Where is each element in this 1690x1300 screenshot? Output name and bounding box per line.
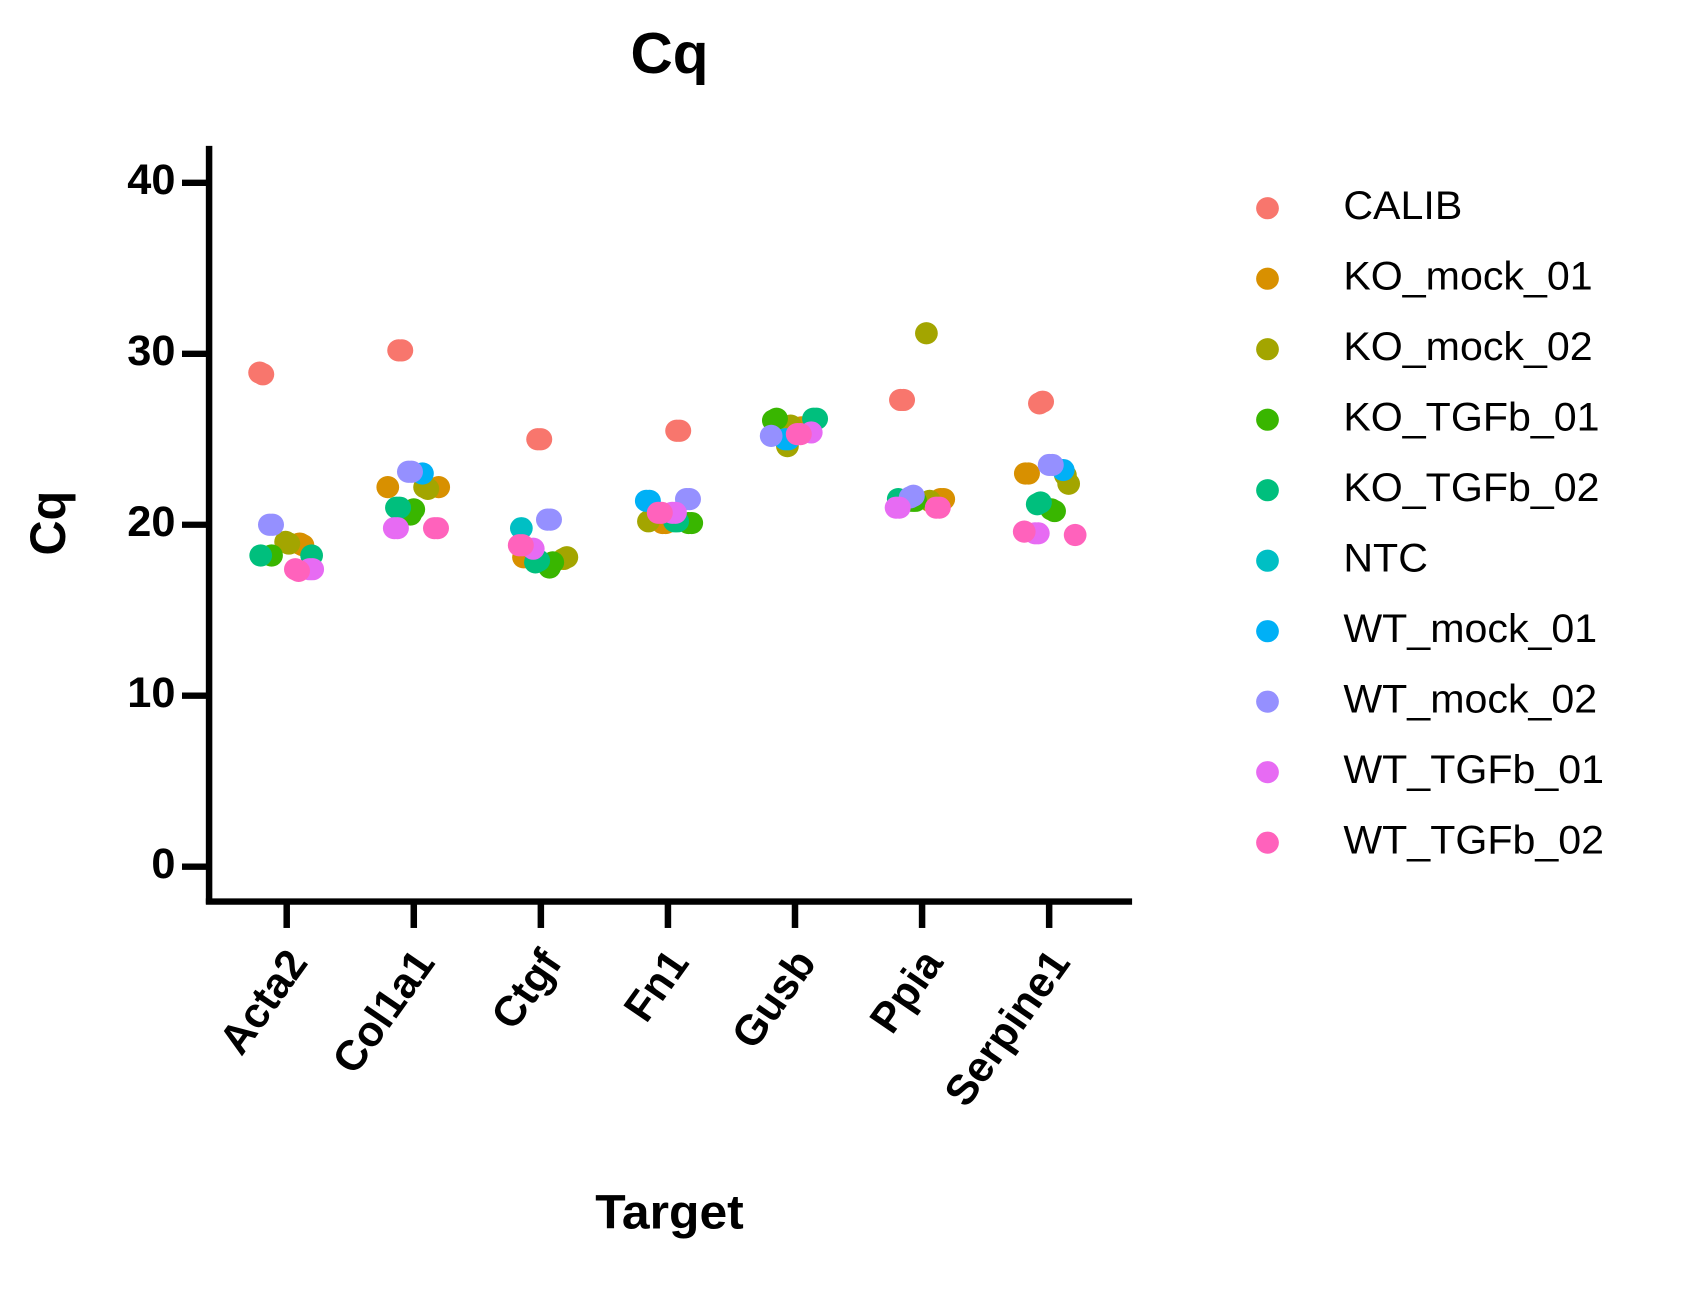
- y-tick-label: 0: [151, 840, 175, 887]
- data-point: [376, 476, 400, 499]
- x-tick-label: Fn1: [615, 941, 699, 1030]
- data-point: [892, 388, 916, 412]
- chart-title: Cq: [631, 23, 709, 86]
- x-tick-label: Col1a1: [323, 941, 444, 1082]
- legend-label: KO_TGFb_01: [1343, 394, 1599, 439]
- legend-marker: [1256, 197, 1279, 220]
- y-tick-label: 30: [127, 327, 175, 374]
- data-point: [1029, 491, 1052, 514]
- legend-marker: [1256, 831, 1279, 854]
- x-tick-label: Ppia: [860, 940, 953, 1041]
- data-point: [249, 544, 273, 567]
- data-point: [386, 517, 409, 540]
- x-tick-label: Acta2: [210, 941, 317, 1062]
- data-point: [887, 496, 911, 519]
- y-tick-label: 40: [127, 156, 175, 203]
- data-point: [251, 363, 275, 386]
- x-tick-label: Serpine1: [935, 941, 1080, 1114]
- data-point: [650, 501, 673, 524]
- data-point: [287, 559, 310, 583]
- legend-label: KO_mock_02: [1343, 323, 1592, 368]
- data-point: [1041, 453, 1064, 477]
- legend-marker: [1256, 338, 1279, 361]
- legend-label: NTC: [1343, 535, 1428, 580]
- legend-label: CALIB: [1343, 182, 1462, 227]
- data-point: [759, 424, 783, 447]
- legend-label: WT_mock_01: [1343, 605, 1597, 650]
- legend-label: WT_mock_02: [1343, 676, 1597, 721]
- data-point: [1031, 390, 1055, 413]
- data-point: [261, 513, 284, 536]
- data-point: [390, 339, 414, 362]
- legend-label: WT_TGFb_01: [1343, 746, 1604, 791]
- x-tick-label: Ctgf: [482, 941, 572, 1038]
- data-point: [915, 322, 938, 345]
- data-point: [1017, 462, 1040, 485]
- data-point: [400, 460, 423, 483]
- legend-marker: [1256, 479, 1279, 502]
- data-point: [668, 419, 692, 442]
- y-axis-title: Cq: [21, 491, 77, 556]
- data-point: [928, 496, 951, 519]
- data-point: [509, 517, 533, 540]
- data-point: [789, 423, 812, 446]
- data-point: [426, 517, 449, 540]
- legend-marker: [1256, 620, 1279, 643]
- data-point: [1012, 520, 1036, 543]
- x-tick-label: Gusb: [722, 941, 825, 1057]
- legend-marker: [1256, 690, 1279, 713]
- data-point: [1063, 523, 1087, 547]
- legend-label: WT_TGFb_02: [1343, 817, 1604, 862]
- legend-label: KO_mock_01: [1343, 253, 1592, 298]
- legend-marker: [1256, 267, 1279, 290]
- legend-marker: [1256, 549, 1279, 572]
- data-point: [511, 534, 534, 557]
- legend-marker: [1256, 761, 1279, 784]
- x-axis-title: Target: [595, 1185, 744, 1239]
- data-point: [539, 508, 562, 531]
- y-tick-label: 10: [127, 669, 175, 716]
- data-point: [529, 428, 553, 451]
- data-point: [678, 488, 701, 511]
- legend-marker: [1256, 408, 1279, 431]
- y-tick-label: 20: [127, 498, 175, 545]
- data-point: [277, 532, 301, 555]
- legend-label: KO_TGFb_02: [1343, 464, 1599, 509]
- data-point: [765, 407, 788, 430]
- data-point: [388, 496, 412, 519]
